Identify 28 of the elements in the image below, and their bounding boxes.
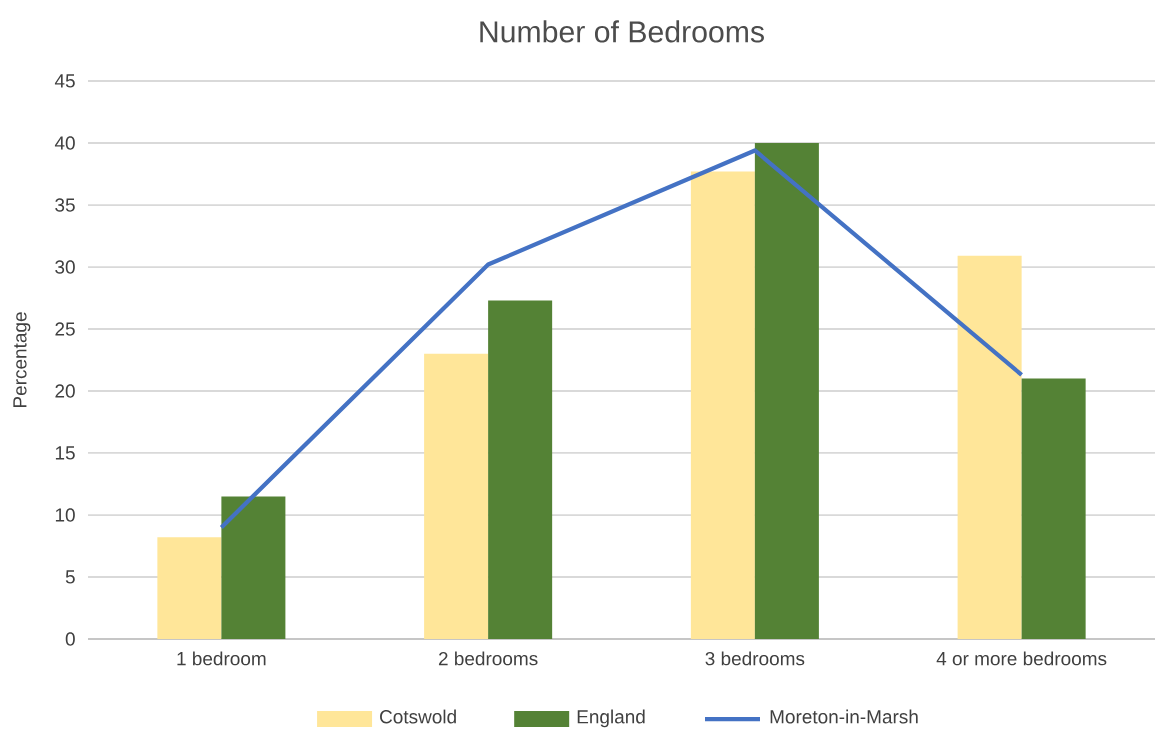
y-tick-label: 30 (55, 260, 75, 274)
bar (488, 300, 553, 639)
legend-label: Moreton-in-Marsh (770, 709, 918, 724)
y-tick-label: 0 (65, 632, 75, 646)
bar (424, 353, 489, 639)
bar (221, 496, 286, 639)
y-tick-label: 40 (54, 136, 75, 150)
x-tick-label: 1 bedroom (177, 651, 266, 666)
bar (1021, 378, 1086, 639)
y-tick-label: 35 (55, 198, 75, 212)
chart-title: Number of Bedrooms (480, 20, 764, 43)
y-tick-label: 25 (55, 322, 75, 336)
y-tick-label: 45 (54, 74, 75, 88)
legend-label: Cotswold (380, 709, 456, 724)
y-tick-label: 15 (55, 446, 75, 460)
bar (957, 255, 1022, 639)
bar (157, 537, 222, 639)
line-series (219, 148, 1024, 530)
legend-label: England (577, 709, 645, 728)
y-tick-label: 20 (55, 384, 75, 398)
y-axis-title: Percentage (13, 312, 31, 407)
x-tick-label: 4 or more bedrooms (936, 651, 1107, 666)
y-tick-label: 10 (55, 508, 75, 522)
x-tick-label: 2 bedrooms (438, 651, 538, 666)
bar (690, 171, 755, 639)
x-tick-label: 3 bedrooms (705, 651, 805, 666)
y-tick-label: 5 (65, 570, 75, 584)
bar (754, 143, 819, 639)
